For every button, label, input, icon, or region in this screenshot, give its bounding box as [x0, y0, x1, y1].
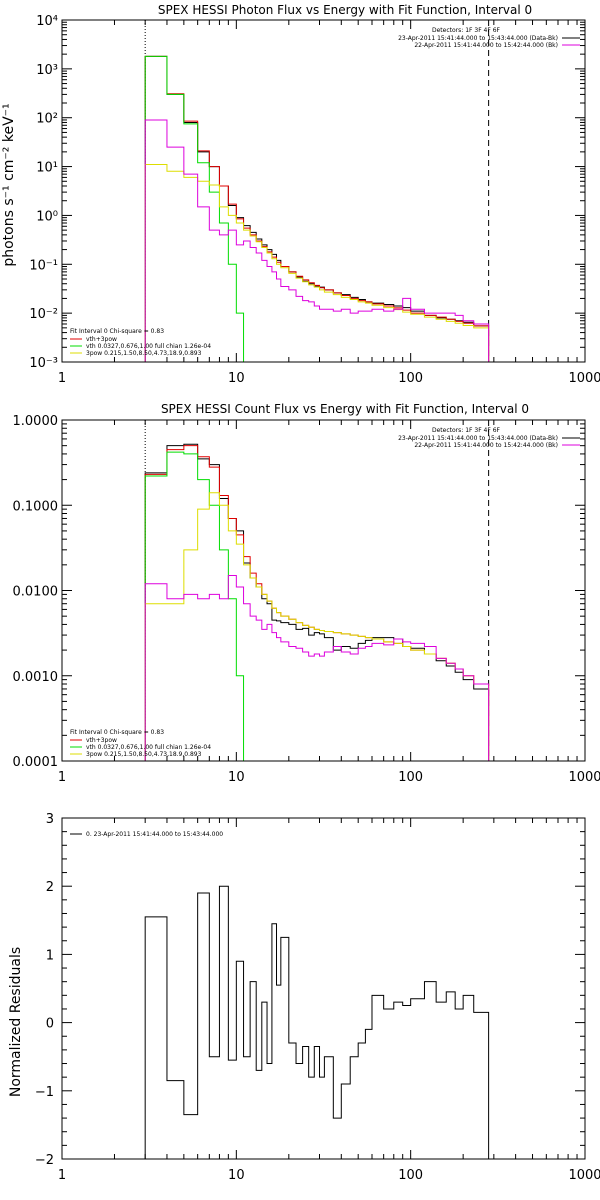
count-flux-legend-label-1: vth 0.0327,0.676,1.00 full chian 1.26e-0… — [86, 744, 211, 751]
count-flux-y-tick-label: 0.0001 — [13, 755, 59, 770]
photon-flux-legend-label-0: vth+3pow — [86, 336, 117, 343]
residuals-legend-label: 0. 23-Apr-2011 15:41:44.000 to 15:43:44.… — [86, 831, 223, 838]
residuals-y-label: Normalized Residuals — [8, 947, 24, 1097]
photon-flux-x-tick-label: 100 — [398, 371, 423, 386]
photon-flux-legend-title: Fit Interval 0 Chi-square = 0.83 — [70, 328, 164, 335]
count-flux-series-nonthermal — [144, 492, 490, 761]
count-flux-ticks: 1 10 100 1000 0.0001 0.0010 0.0100 0.1000 1.0000 — [13, 414, 600, 785]
photon-flux-y-tick-label: 10⁰ — [36, 209, 58, 224]
photon-flux-time-data: 23-Apr-2011 15:41:44.000 to 15:43:44.000… — [398, 35, 558, 42]
count-flux-legend-label-0: vth+3pow — [86, 737, 117, 744]
photon-flux-panel: SPEX HESSI Photon Flux vs Energy with Fi… — [1, 3, 600, 386]
count-flux-y-tick-label: 0.0100 — [13, 585, 59, 600]
photon-flux-series-nonthermal — [144, 164, 490, 362]
photon-flux-y-tick-label: 10⁴ — [36, 14, 58, 29]
residuals-x-tick-label: 10 — [228, 1168, 245, 1183]
photon-flux-series-total — [144, 55, 490, 362]
count-flux-series-total — [144, 445, 490, 761]
photon-flux-y-tick-label: 10⁻² — [29, 307, 58, 322]
count-flux-info: Detectors: 1F 3F 4F 6F 23-Apr-2011 15:41… — [398, 427, 580, 449]
count-flux-x-tick-label: 100 — [398, 770, 423, 785]
residuals-y-tick-label: 1 — [46, 948, 54, 963]
residuals-panel: Normalized Residuals 1 10 100 1000−2−10123 … — [8, 812, 600, 1183]
count-flux-x-tick-label: 1000 — [568, 770, 600, 785]
residuals-ticks: 1 10 100 1000 −2 −1 0 1 2 3 — [35, 812, 600, 1183]
count-flux-y-tick-label: 1.0000 — [13, 414, 59, 429]
count-flux-legend-label-2: 3pow 0.215,1.50,8.50,4.73,18.9,0.893 — [86, 751, 202, 758]
count-flux-panel: SPEX HESSI Count Flux vs Energy with Fit… — [13, 402, 600, 785]
residuals-y-tick-label: 3 — [46, 812, 54, 827]
count-flux-series — [144, 443, 490, 761]
photon-flux-series-data — [144, 55, 490, 362]
residuals-y-tick-label: 0 — [46, 1017, 54, 1032]
photon-flux-series-background — [144, 119, 490, 362]
photon-flux-legend-label-1: vth 0.0327,0.676,1.00 full chian 1.26e-0… — [86, 343, 211, 350]
residuals-x-tick-label: 1 — [58, 1168, 66, 1183]
count-flux-series-data — [144, 443, 490, 761]
photon-flux-legend-label-2: 3pow 0.215,1.50,8.50,4.73,18.9,0.893 — [86, 350, 202, 357]
photon-flux-x-tick-label: 1000 — [568, 371, 600, 386]
photon-flux-y-tick-label: 10² — [36, 112, 58, 127]
count-flux-x-tick-label: 10 — [228, 770, 245, 785]
count-flux-title: SPEX HESSI Count Flux vs Energy with Fit… — [161, 402, 529, 416]
photon-flux-series-thermal — [144, 55, 245, 362]
photon-flux-y-tick-label: 10¹ — [36, 161, 58, 176]
count-flux-x-tick-label: 1 — [58, 770, 66, 785]
photon-flux-plot-frame — [61, 19, 586, 363]
photon-flux-time-bk: 22-Apr-2011 15:41:44.000 to 15:42:44.000… — [414, 42, 558, 49]
photon-flux-y-tick-label: 10⁻³ — [29, 356, 58, 371]
residuals-x-tick-label: 100 — [398, 1168, 423, 1183]
residuals-series — [144, 885, 490, 1159]
count-flux-legend: Fit Interval 0 Chi-square = 0.83 vth+3po… — [70, 729, 211, 758]
count-flux-y-tick-label: 0.0010 — [13, 670, 59, 685]
residuals-plot-frame — [61, 817, 586, 1160]
count-flux-legend-title: Fit Interval 0 Chi-square = 0.83 — [70, 729, 164, 736]
photon-flux-series — [144, 55, 490, 362]
photon-flux-legend: Fit Interval 0 Chi-square = 0.83 vth+3po… — [70, 328, 211, 357]
residuals-y-tick-label: 2 — [46, 880, 54, 895]
count-flux-plot-frame — [61, 419, 586, 762]
residuals-series-residuals — [144, 885, 490, 1159]
photon-flux-y-tick-label: 10³ — [36, 63, 58, 78]
count-flux-time-data: 23-Apr-2011 15:41:44.000 to 15:43:44.000… — [398, 435, 558, 442]
photon-flux-info: Detectors: 1F 3F 4F 6F 23-Apr-2011 15:41… — [398, 27, 580, 49]
photon-flux-y-label: photons s⁻¹ cm⁻² keV⁻¹ — [1, 103, 17, 266]
photon-flux-y-tick-label: 10⁻¹ — [29, 258, 58, 273]
residuals-y-tick-label: −2 — [35, 1153, 54, 1168]
residuals-y-tick-label: −1 — [35, 1085, 54, 1100]
count-flux-time-bk: 22-Apr-2011 15:41:44.000 to 15:42:44.000… — [414, 442, 558, 449]
photon-flux-title: SPEX HESSI Photon Flux vs Energy with Fi… — [158, 3, 532, 17]
residuals-legend: 0. 23-Apr-2011 15:41:44.000 to 15:43:44.… — [70, 831, 223, 838]
count-flux-y-tick-label: 0.1000 — [13, 499, 59, 514]
photon-flux-x-tick-label: 1 — [58, 371, 66, 386]
photon-flux-x-tick-label: 10 — [228, 371, 245, 386]
count-flux-detectors: Detectors: 1F 3F 4F 6F — [432, 427, 501, 434]
photon-flux-ticks: 1 10 100 1000 10⁻³ 10⁻² 10⁻¹ 10⁰ 10¹ 10² 10³ 10⁴ — [29, 14, 600, 386]
count-flux-range-markers — [144, 420, 490, 761]
residuals-x-tick-label: 1000 — [568, 1168, 600, 1183]
photon-flux-detectors: Detectors: 1F 3F 4F 6F — [432, 27, 501, 34]
count-flux-series-background — [144, 574, 490, 761]
photon-flux-range-markers — [144, 20, 490, 362]
